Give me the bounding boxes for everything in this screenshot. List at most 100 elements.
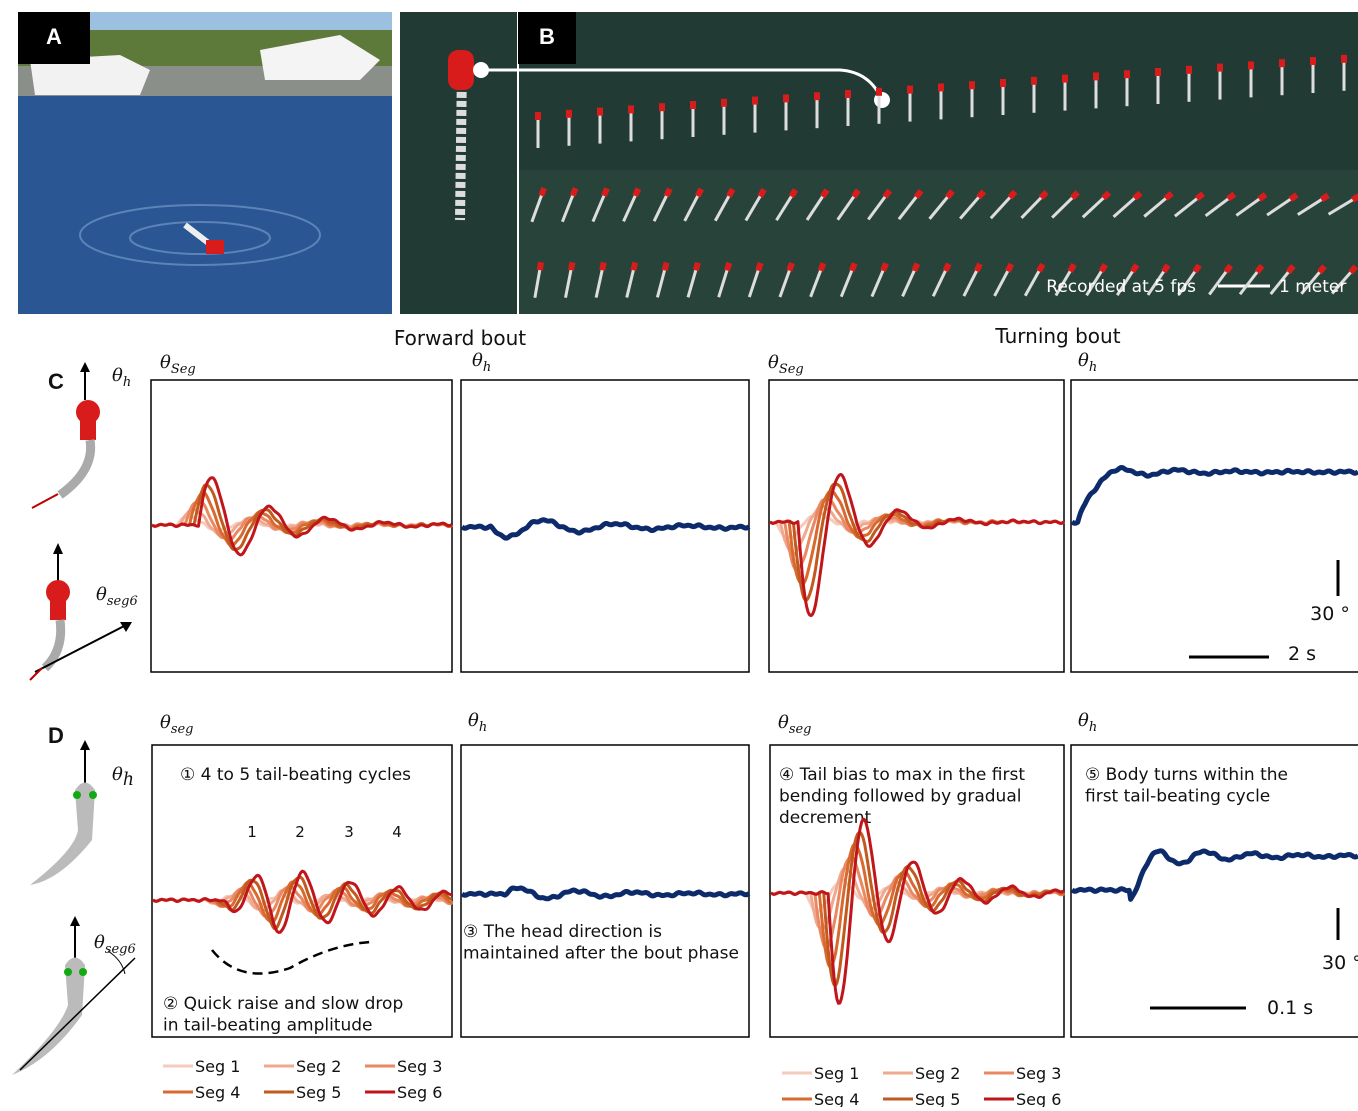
panel-label: B (539, 24, 555, 49)
robot-head (1186, 66, 1192, 74)
robot-head (876, 88, 882, 96)
robot-head (1093, 72, 1099, 80)
robot-head (752, 97, 758, 105)
robot-head (845, 90, 851, 98)
symbol-sub: h (123, 770, 134, 790)
robot-head (1310, 57, 1316, 65)
scale-label: 1 meter (1279, 277, 1346, 297)
robot-head (690, 101, 696, 109)
symbol-sub: seg6 (105, 942, 136, 957)
label: first tail-beating cycle (1085, 787, 1270, 807)
label: 2 (295, 823, 305, 841)
symbol-base: θ (112, 365, 123, 386)
figure: A B Recorded at 5 fps 1 meter Forward bo… (0, 0, 1358, 1107)
label: Seg 3 (1016, 1064, 1061, 1083)
label: decrement (779, 808, 871, 828)
label: Seg 5 (915, 1090, 960, 1107)
symbol-sub: seg (171, 722, 194, 737)
symbol: θh (1078, 710, 1097, 735)
symbol-sub: h (483, 360, 491, 375)
robot-head (907, 86, 913, 94)
scale-label: 30 ° (1322, 952, 1358, 974)
fish-schematic (12, 740, 135, 1075)
symbol-sub: h (1089, 720, 1097, 735)
label: Seg 2 (915, 1064, 960, 1083)
symbol-base: θ (94, 932, 105, 953)
symbol-base: θ (112, 764, 123, 785)
symbol-sub: h (479, 720, 487, 735)
robot-head (783, 94, 789, 102)
symbol-sub: Seg (779, 362, 804, 377)
label: Seg 3 (397, 1057, 442, 1076)
robot-head (659, 103, 665, 111)
label: 1 (247, 823, 257, 841)
symbol: θh (112, 764, 134, 790)
symbol-base: θ (160, 352, 171, 373)
symbol: θseg (778, 712, 811, 737)
label: ⑤ Body turns within the (1085, 765, 1288, 785)
heading: Turning bout (994, 324, 1120, 348)
symbol-sub: h (123, 375, 131, 390)
symbol: θSeg (768, 352, 804, 377)
scale-label: 2 s (1288, 643, 1316, 665)
label: Seg 1 (195, 1057, 240, 1076)
label: ④ Tail bias to max in the first (779, 765, 1025, 785)
label: Seg 1 (814, 1064, 859, 1083)
symbol: θh (472, 350, 491, 375)
robot-head (1031, 77, 1037, 85)
scale-label: 30 ° (1310, 603, 1350, 625)
label: Seg 4 (814, 1090, 859, 1107)
panel-label: A (46, 24, 62, 49)
plot-frame (461, 745, 749, 1037)
symbol-sub: seg6 (107, 594, 138, 609)
scale-label: 0.1 s (1267, 997, 1313, 1019)
robot-head (1124, 70, 1130, 78)
symbol: θseg6 (96, 584, 138, 609)
label: ② Quick raise and slow drop (163, 994, 403, 1014)
symbol: θh (112, 365, 131, 390)
panel-label: C (48, 369, 64, 394)
symbol-sub: seg (789, 722, 812, 737)
robot-head (938, 83, 944, 91)
robot-head (597, 108, 603, 116)
caption: Recorded at 5 fps (1046, 277, 1196, 297)
symbol: θh (1078, 350, 1097, 375)
symbol-base: θ (96, 584, 107, 605)
plot-frame (1071, 380, 1358, 672)
symbol: θseg6 (94, 932, 136, 957)
symbol: θSeg (160, 352, 196, 377)
symbol-base: θ (1078, 710, 1089, 731)
symbol-base: θ (778, 712, 789, 733)
symbol-base: θ (472, 350, 483, 371)
symbol-base: θ (468, 710, 479, 731)
robot-head (1062, 75, 1068, 83)
robot-head (1341, 55, 1347, 63)
symbol: θh (468, 710, 487, 735)
label: Seg 6 (1016, 1090, 1061, 1107)
label: Seg 6 (397, 1083, 442, 1102)
robot-head (814, 92, 820, 100)
symbol-sub: Seg (171, 362, 196, 377)
symbol-base: θ (160, 712, 171, 733)
robot-head (1248, 61, 1254, 69)
symbol-base: θ (768, 352, 779, 373)
label: ① 4 to 5 tail-beating cycles (180, 765, 411, 785)
label: bending followed by gradual (779, 787, 1021, 807)
robot-head (1155, 68, 1161, 76)
photo-b (400, 12, 1358, 314)
symbol-base: θ (1078, 350, 1089, 371)
label: ③ The head direction is (463, 922, 662, 942)
robot-schematic (30, 362, 132, 680)
label: Seg 2 (296, 1057, 341, 1076)
label: in tail-beating amplitude (163, 1016, 373, 1036)
robot-head (628, 105, 634, 113)
robot-head (566, 110, 572, 118)
robot-head (1000, 79, 1006, 87)
robot-head (721, 99, 727, 107)
symbol: θseg (160, 712, 193, 737)
label: Seg 4 (195, 1083, 240, 1102)
symbol-sub: h (1089, 360, 1097, 375)
robot-head (1279, 59, 1285, 67)
robot-head (1217, 64, 1223, 72)
label: 4 (392, 823, 402, 841)
